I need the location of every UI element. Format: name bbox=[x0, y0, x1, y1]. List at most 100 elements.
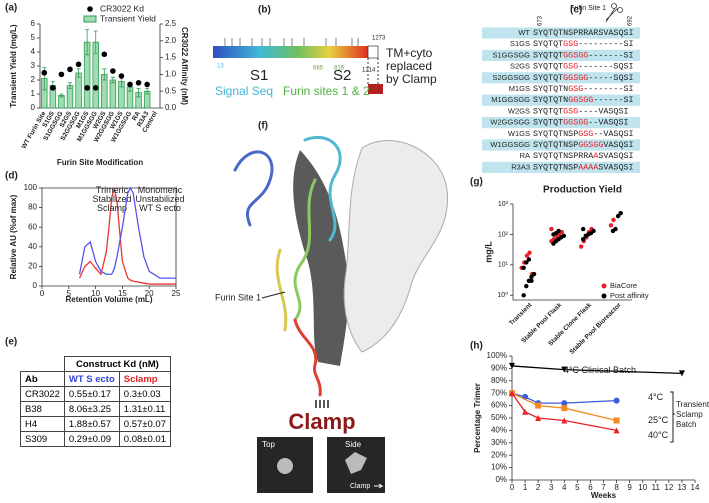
error-bar bbox=[76, 68, 81, 78]
x-tick-label: 25 bbox=[172, 289, 181, 298]
y-tick-label: 2 bbox=[31, 75, 36, 84]
row-name: S1GGSGG bbox=[492, 50, 530, 59]
domain-label: S1 bbox=[250, 67, 268, 84]
position-label: 692 bbox=[628, 15, 634, 26]
sequence-part: SYQTQT bbox=[533, 62, 563, 72]
point bbox=[527, 250, 532, 255]
x-tick-label: 7 bbox=[601, 483, 606, 492]
series-line bbox=[78, 187, 176, 285]
text-line: by Clamp bbox=[386, 72, 437, 86]
row-band bbox=[482, 49, 640, 61]
cell: 1.31±0.11 bbox=[118, 401, 171, 417]
table-header: Construct Kd (nM) bbox=[63, 356, 171, 372]
point bbox=[521, 265, 526, 271]
y-tick-label: 80 bbox=[28, 203, 37, 212]
inset-label: Side bbox=[345, 440, 362, 449]
cell: 0.57±0.07 bbox=[118, 416, 171, 432]
x-tick-label: 0 bbox=[510, 483, 515, 492]
text-line: Unstabilized bbox=[135, 194, 184, 204]
y-tick-label: 0 bbox=[31, 103, 36, 112]
y2-tick-label: 2.5 bbox=[165, 19, 177, 28]
surface-shadow bbox=[293, 150, 349, 366]
sequence-part: ------SI bbox=[593, 95, 633, 105]
y-tick-label: 50% bbox=[491, 413, 507, 422]
legend-label: BiaCore bbox=[610, 281, 637, 290]
sequence: SYQTQTGSG----VASQSI bbox=[533, 107, 629, 117]
text-line: WT S ecto bbox=[139, 203, 181, 213]
x-tick-label: 12 bbox=[664, 483, 673, 492]
dot bbox=[110, 68, 116, 74]
sequence-part: --VASQSI bbox=[588, 118, 628, 128]
sequence-part: --------SI bbox=[583, 84, 633, 94]
text-line: TM+cyto bbox=[386, 46, 433, 60]
dot bbox=[67, 66, 73, 73]
text-line: Trimeric bbox=[96, 185, 129, 195]
sequence-part: SYQTQTN bbox=[533, 95, 568, 105]
text-line: 4°C bbox=[648, 392, 664, 402]
sequence: SYQTQTNSPAAAASVASQSI bbox=[533, 163, 634, 173]
legend-label: Post affinity bbox=[610, 291, 649, 300]
marker bbox=[613, 417, 620, 424]
point bbox=[608, 223, 614, 228]
point bbox=[524, 260, 529, 265]
sequence: SYQTQTGGSGG--VASQSI bbox=[533, 118, 629, 128]
y-tick-label: 40% bbox=[491, 426, 507, 435]
text-line: 40°C bbox=[648, 430, 669, 440]
ribbons bbox=[233, 135, 342, 397]
y-tick-label: 30% bbox=[491, 438, 507, 447]
furin-label: Furin sites 1 & 2 bbox=[283, 84, 370, 98]
cell: B38 bbox=[20, 401, 65, 417]
marker bbox=[561, 405, 568, 412]
dot bbox=[75, 61, 82, 68]
x-tick-label: 14 bbox=[691, 483, 700, 492]
row-name: W2GGSGG bbox=[490, 118, 530, 127]
row-name: W1GGSGG bbox=[490, 140, 530, 149]
row-name: M1GGSGG bbox=[491, 95, 530, 104]
kd-table: Construct Kd (nM) Ab WT S ecto Sclamp CR… bbox=[20, 356, 171, 447]
marker bbox=[613, 427, 620, 434]
error-bar bbox=[85, 29, 90, 56]
y-tick-label: 3 bbox=[31, 61, 36, 70]
text-line: Transient bbox=[676, 400, 709, 409]
dashed-link bbox=[367, 58, 379, 84]
sequence: SYQTQTNSPRRARSVASQSI bbox=[533, 28, 634, 38]
y-tick-label: 4 bbox=[31, 47, 36, 56]
sequence-part: SYQTQT bbox=[533, 107, 563, 117]
y-tick-label: 10³ bbox=[498, 201, 509, 208]
y-tick-label: 10% bbox=[491, 463, 507, 472]
x-tick-label: 5 bbox=[67, 289, 72, 298]
x-tick-label: RA bbox=[131, 110, 142, 122]
point bbox=[618, 210, 623, 216]
marker bbox=[561, 417, 568, 424]
row-name: M1GS bbox=[509, 84, 530, 93]
y-tick-label: 0% bbox=[495, 475, 507, 484]
marker bbox=[678, 370, 685, 377]
axes bbox=[39, 24, 161, 109]
y-axis-title: mg/L bbox=[483, 241, 493, 263]
cell: 0.55±0.17 bbox=[63, 386, 120, 402]
y-tick-label: 1 bbox=[31, 89, 36, 98]
x-tick-label: 5 bbox=[575, 483, 580, 492]
legend-swatch bbox=[601, 283, 607, 289]
y-tick-label: 40 bbox=[28, 242, 37, 251]
sequence: SYQTQTNGGSGG------SI bbox=[533, 95, 634, 105]
sequence-part: GSG bbox=[563, 39, 578, 49]
point bbox=[591, 228, 596, 234]
x-axis-title: Furin Site Modification bbox=[57, 158, 143, 167]
error-bar bbox=[145, 88, 150, 95]
series-label: Monomeric Unstabilized WT S ecto bbox=[135, 185, 184, 213]
text-line: 25°C bbox=[648, 415, 669, 425]
panel-letter: (b) bbox=[258, 5, 271, 16]
row-name: S2GGSGG bbox=[492, 73, 530, 82]
text-line: Monomeric bbox=[138, 185, 183, 195]
y-tick-label: 5 bbox=[31, 33, 36, 42]
clamp-label: Clamp bbox=[288, 409, 355, 434]
sequence-part: SVASQSI bbox=[598, 151, 633, 161]
row-name: S2GS bbox=[510, 62, 530, 71]
marker bbox=[535, 415, 542, 421]
dot bbox=[41, 69, 48, 76]
y-tick-label: 20% bbox=[491, 450, 507, 459]
position-label: 13 bbox=[217, 64, 224, 70]
panel-letter: (f) bbox=[258, 121, 268, 132]
